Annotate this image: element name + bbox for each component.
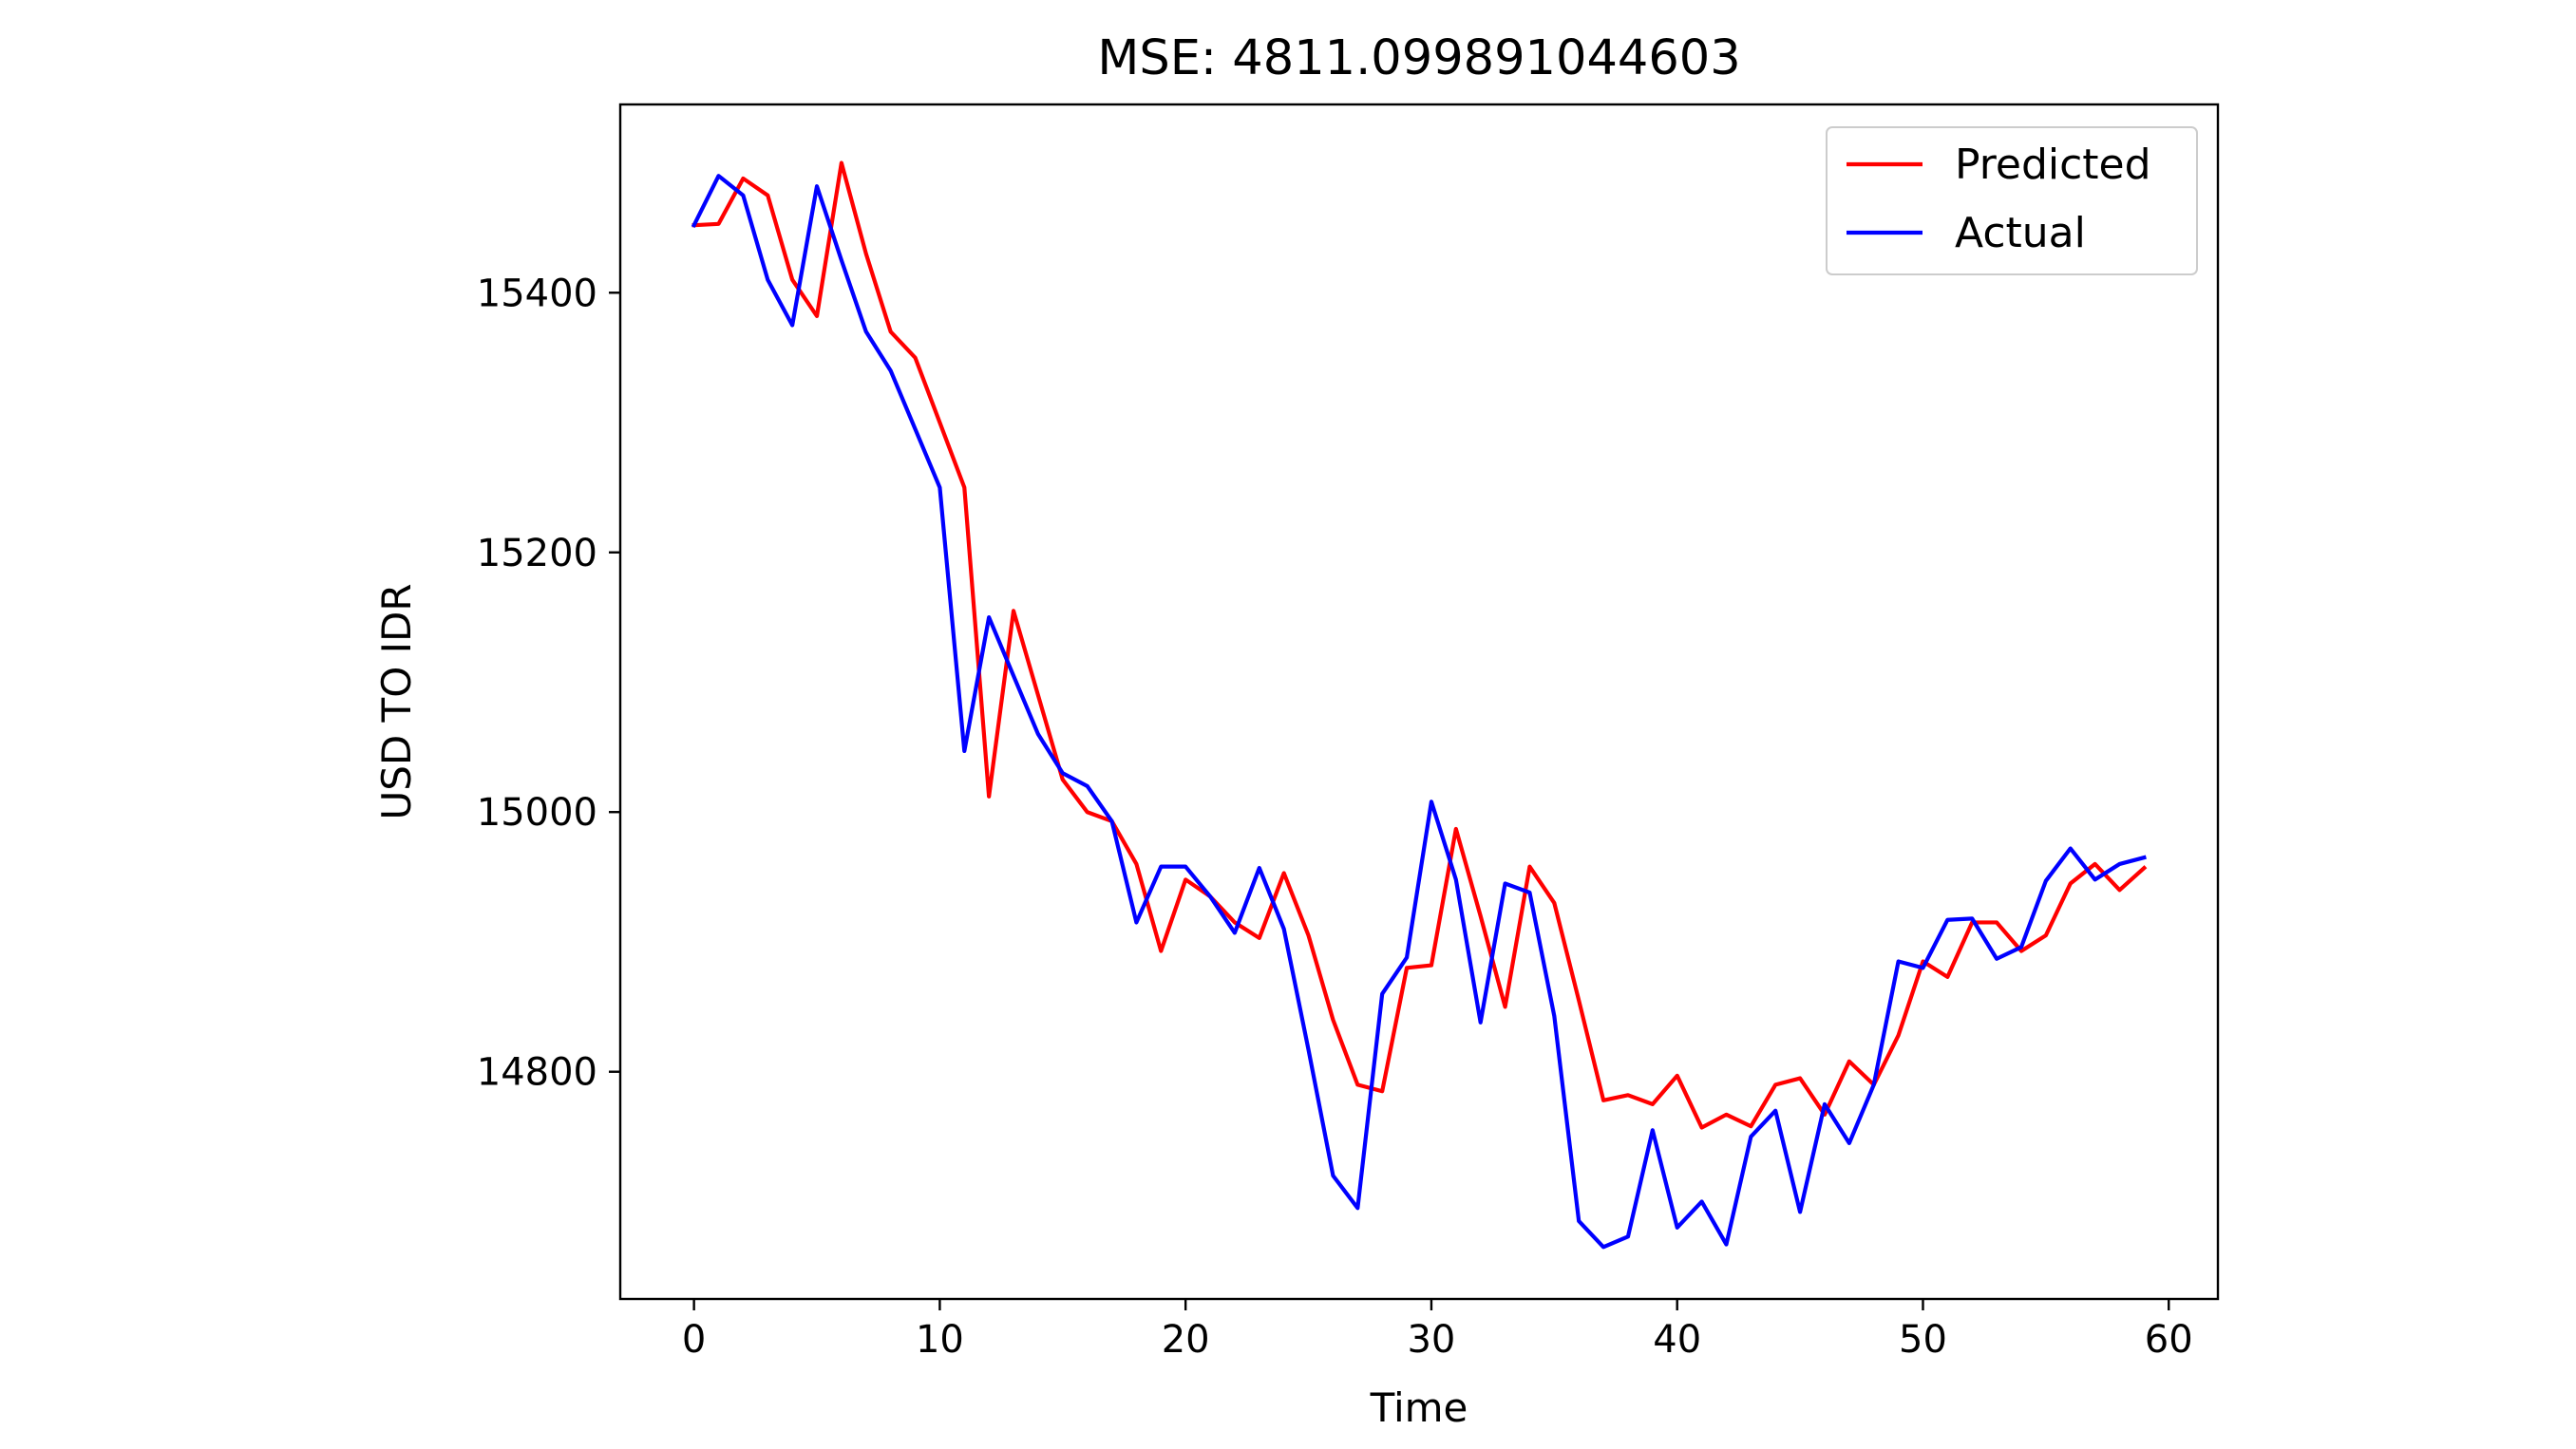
chart-title: MSE: 4811.099891044603 (1097, 30, 1740, 86)
legend-label-actual: Actual (1955, 209, 2086, 257)
x-tick-label: 50 (1899, 1318, 1947, 1362)
x-tick-label: 30 (1407, 1318, 1455, 1362)
y-tick-label: 14800 (477, 1051, 597, 1095)
y-axis-ticks: 14800 15000 15200 15400 (477, 272, 620, 1095)
series-line-predicted (691, 160, 2148, 1130)
x-axis-ticks: 0 10 20 30 40 50 60 (682, 1299, 2193, 1362)
x-tick-label: 20 (1162, 1318, 1210, 1362)
series-layer (691, 160, 2148, 1250)
y-tick-label: 15000 (477, 791, 597, 835)
y-axis-label: USD TO IDR (373, 583, 420, 819)
x-tick-label: 40 (1653, 1318, 1701, 1362)
x-tick-label: 10 (916, 1318, 964, 1362)
y-tick-label: 15200 (477, 532, 597, 575)
plot-area-frame (618, 103, 2220, 1301)
x-tick-label: 60 (2145, 1318, 2193, 1362)
y-tick-label: 15400 (477, 272, 597, 315)
legend: Predicted Actual (1826, 126, 2198, 275)
series-line-actual (691, 174, 2147, 1250)
legend-label-predicted: Predicted (1955, 141, 2151, 189)
x-tick-label: 0 (682, 1318, 706, 1362)
x-axis-label: Time (1370, 1384, 1468, 1431)
